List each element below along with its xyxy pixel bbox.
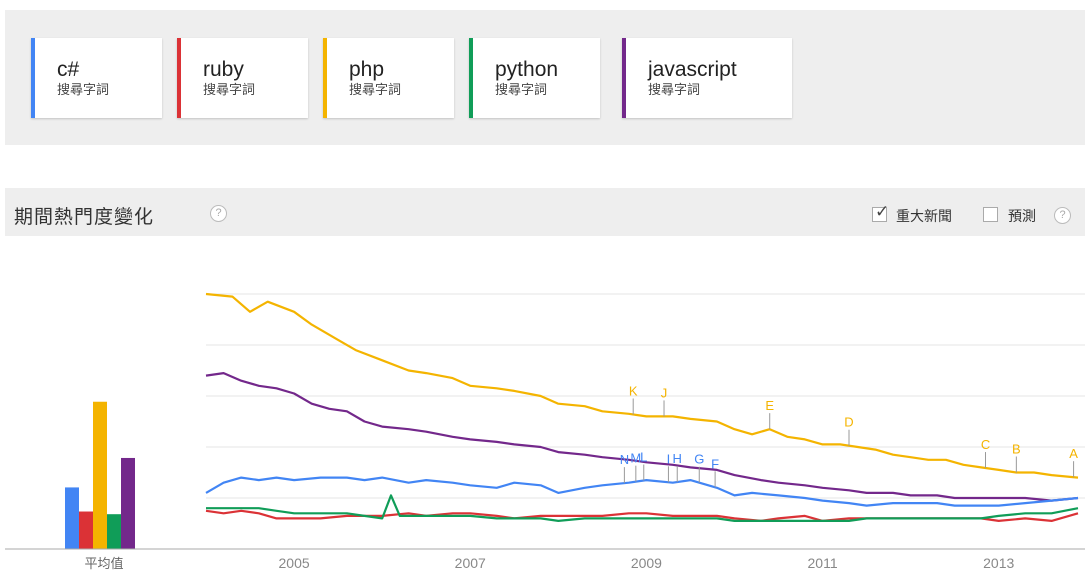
chart-series [205, 292, 1079, 522]
news-headlines-label[interactable]: 重大新聞 [896, 209, 952, 225]
average-bar-python [107, 514, 121, 549]
series-line-csharp[interactable] [205, 476, 1079, 507]
series-line-python[interactable] [206, 494, 1079, 522]
checkmark-icon: ✓ [875, 202, 890, 222]
x-tick-label: 2007 [455, 555, 486, 571]
forecast-label[interactable]: 預測 [1008, 209, 1036, 225]
section-title: 期間熱門度變化 [14, 206, 155, 228]
term-name: javascript [648, 58, 737, 81]
news-marker-E[interactable]: E [765, 398, 774, 413]
news-marker-K[interactable]: K [629, 383, 638, 398]
term-name: c# [57, 58, 80, 81]
term-name: ruby [203, 58, 244, 81]
x-tick-label: 2009 [631, 555, 662, 571]
news-marker-A[interactable]: A [1069, 446, 1078, 461]
news-headlines-checkbox[interactable]: ✓ [872, 202, 889, 222]
x-tick-label: 2005 [279, 555, 310, 571]
x-tick-label: 2011 [808, 555, 838, 571]
term-card-javascript[interactable]: javascript 搜尋字詞 [622, 38, 792, 118]
news-marker-C[interactable]: C [981, 437, 990, 452]
news-markers: N ML I H G F K J E D C B A [620, 383, 1078, 488]
average-bar-ruby [79, 511, 93, 549]
interest-over-time-chart: N ML I H G F K J E D C B A 平均值 2005 2007 2009 2011 2013 [5, 292, 1085, 572]
news-marker-F[interactable]: F [711, 456, 719, 471]
news-marker-L[interactable]: L [640, 450, 647, 465]
news-marker-B[interactable]: B [1012, 442, 1021, 457]
news-marker-M[interactable]: M [630, 451, 641, 466]
news-marker-I[interactable]: I [667, 451, 671, 466]
term-type: 搜尋字詞 [495, 83, 548, 98]
news-marker-D[interactable]: D [844, 415, 853, 430]
term-card-ruby[interactable]: ruby 搜尋字詞 [177, 38, 308, 118]
x-axis-ticks: 2005 2007 2009 2011 2013 [279, 555, 1015, 571]
help-icon[interactable]: ? [210, 205, 227, 222]
average-bars [65, 401, 135, 549]
series-line-php[interactable] [205, 292, 1079, 479]
average-bar-php [93, 401, 107, 549]
average-bar-javascript [121, 457, 135, 549]
forecast-checkbox[interactable] [983, 207, 998, 222]
term-type: 搜尋字詞 [203, 83, 256, 98]
chart-grid [206, 293, 1085, 499]
term-card-php[interactable]: php 搜尋字詞 [323, 38, 454, 118]
help-icon[interactable]: ? [1054, 207, 1071, 224]
search-terms-bar: c# 搜尋字詞 ruby 搜尋字詞 php 搜尋字詞 python 搜尋字詞 j… [5, 10, 1085, 145]
term-type: 搜尋字詞 [57, 83, 110, 98]
x-tick-label: 2013 [983, 555, 1014, 571]
average-label: 平均值 [84, 556, 123, 572]
term-name: php [349, 58, 385, 81]
news-marker-J[interactable]: J [661, 385, 668, 400]
term-name: python [495, 58, 559, 81]
series-line-javascript[interactable] [205, 372, 1079, 502]
interest-over-time-header: 期間熱門度變化 ? ✓ 重大新聞 預測 ? [5, 188, 1085, 236]
term-type: 搜尋字詞 [648, 83, 701, 98]
term-card-csharp[interactable]: c# 搜尋字詞 [31, 38, 162, 118]
average-bar-csharp [65, 487, 79, 549]
news-marker-G[interactable]: G [694, 452, 704, 467]
term-type: 搜尋字詞 [349, 83, 402, 98]
news-marker-N[interactable]: N [620, 452, 629, 467]
term-card-python[interactable]: python 搜尋字詞 [469, 38, 600, 118]
news-marker-H[interactable]: H [673, 451, 682, 466]
